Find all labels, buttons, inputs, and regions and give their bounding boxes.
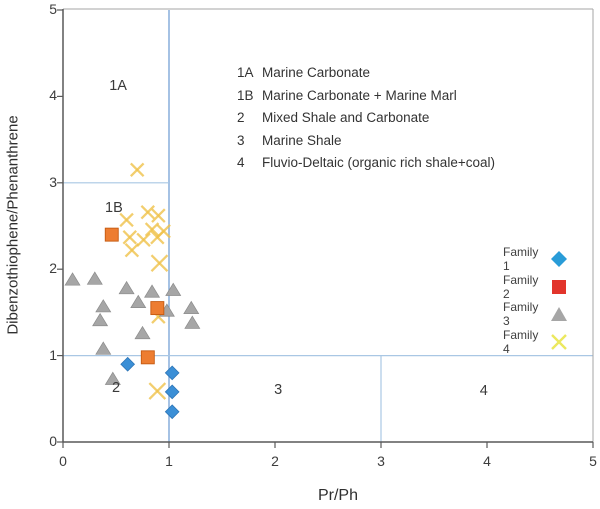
series-legend: Family 1 Family 2 Family 3 Family 4 xyxy=(503,245,568,356)
zone-key: 3 xyxy=(237,132,245,148)
square-marker-icon xyxy=(552,279,566,294)
zone-description: Fluvio-Deltaic (organic rich shale+coal) xyxy=(262,155,495,171)
zone-description-row: 1B Marine Carbonate + Marine Marl xyxy=(237,85,495,108)
data-point-triangle xyxy=(118,280,135,295)
legend-label: Family 4 xyxy=(503,327,539,356)
zone-key: 2 xyxy=(237,110,245,126)
diamond-marker-icon xyxy=(551,250,567,267)
zone-label-4: 4 xyxy=(479,383,488,400)
zone-label-1b: 1B xyxy=(105,199,123,216)
data-point-triangle xyxy=(64,272,81,286)
zone-description-row: 2 Mixed Shale and Carbonate xyxy=(237,107,495,130)
zone-key: 1A xyxy=(237,65,254,80)
data-point-triangle xyxy=(130,294,147,308)
data-point-cross xyxy=(129,162,145,178)
data-point-triangle xyxy=(183,300,200,315)
legend-label: Family 1 xyxy=(503,244,539,273)
data-point-diamond xyxy=(164,404,180,420)
zone-description: Marine Shale xyxy=(262,132,342,148)
data-point-diamond xyxy=(164,384,180,400)
zone-label-1a: 1A xyxy=(109,78,127,95)
data-point-square xyxy=(150,301,165,316)
data-point-triangle xyxy=(184,315,201,329)
x-tick-label: 1 xyxy=(165,453,173,469)
data-point-square xyxy=(140,350,155,365)
legend-item-family-2: Family 2 xyxy=(503,273,568,301)
zone-key: 4 xyxy=(237,155,245,171)
data-point-triangle xyxy=(86,271,103,285)
data-point-cross xyxy=(119,212,134,228)
data-point-cross xyxy=(140,204,156,220)
zone-legend-text: 1A Marine Carbonate 1B Marine Carbonate + M… xyxy=(237,62,495,175)
data-point-cross xyxy=(148,382,167,400)
data-point-cross xyxy=(136,232,151,248)
zone-description: Mixed Shale and Carbonate xyxy=(262,110,430,126)
zone-description-row: 3 Marine Shale xyxy=(237,130,495,153)
data-point-cross xyxy=(150,230,165,245)
data-point-cross xyxy=(124,242,140,258)
data-point-triangle xyxy=(95,299,112,313)
y-tick-label: 1 xyxy=(49,346,57,363)
zone-description-row: 4 Fluvio-Deltaic (organic rich shale+coal… xyxy=(237,152,495,175)
data-point-triangle xyxy=(165,282,182,296)
zone-description-row: 1A Marine Carbonate xyxy=(237,62,495,85)
y-tick-label: 3 xyxy=(49,173,57,190)
data-point-triangle xyxy=(95,341,112,355)
y-tick-label: 5 xyxy=(49,1,57,17)
zone-label-2: 2 xyxy=(111,380,121,397)
legend-label: Family 3 xyxy=(503,300,539,329)
data-point-diamond xyxy=(120,356,136,372)
x-tick-label: 3 xyxy=(377,453,385,469)
data-point-diamond xyxy=(164,365,180,381)
y-axis-title: Dibenzothiophene/Phenanthrene xyxy=(4,115,22,335)
data-point-cross xyxy=(122,230,137,245)
data-point-triangle xyxy=(144,284,161,298)
x-tick-label: 5 xyxy=(589,453,597,469)
zone-description: Marine Carbonate xyxy=(262,65,371,80)
data-point-cross xyxy=(144,222,160,237)
triangle-marker-icon xyxy=(551,307,567,322)
x-tick-label: 4 xyxy=(483,453,491,469)
y-tick-label: 4 xyxy=(49,87,57,104)
data-point-cross xyxy=(150,254,169,272)
data-point-cross xyxy=(151,208,166,223)
y-tick-label: 2 xyxy=(49,260,57,277)
cross-marker-icon xyxy=(551,334,567,350)
data-point-square xyxy=(104,227,119,242)
y-tick-label: 0 xyxy=(49,433,57,449)
zone-key: 1B xyxy=(237,87,254,103)
legend-label: Family 2 xyxy=(503,272,539,301)
x-tick-label: 2 xyxy=(271,453,279,469)
data-point-triangle xyxy=(92,312,109,327)
x-axis-title: Pr/Ph xyxy=(317,487,358,504)
zone-description: Marine Carbonate + Marine Marl xyxy=(262,87,457,103)
legend-item-family-3: Family 3 xyxy=(503,300,568,328)
legend-item-family-4: Family 4 xyxy=(503,328,568,356)
data-point-triangle xyxy=(104,371,121,385)
data-point-triangle xyxy=(134,325,151,340)
zone-label-3: 3 xyxy=(274,382,283,399)
x-tick-label: 0 xyxy=(59,453,67,469)
legend-item-family-1: Family 1 xyxy=(503,245,568,273)
